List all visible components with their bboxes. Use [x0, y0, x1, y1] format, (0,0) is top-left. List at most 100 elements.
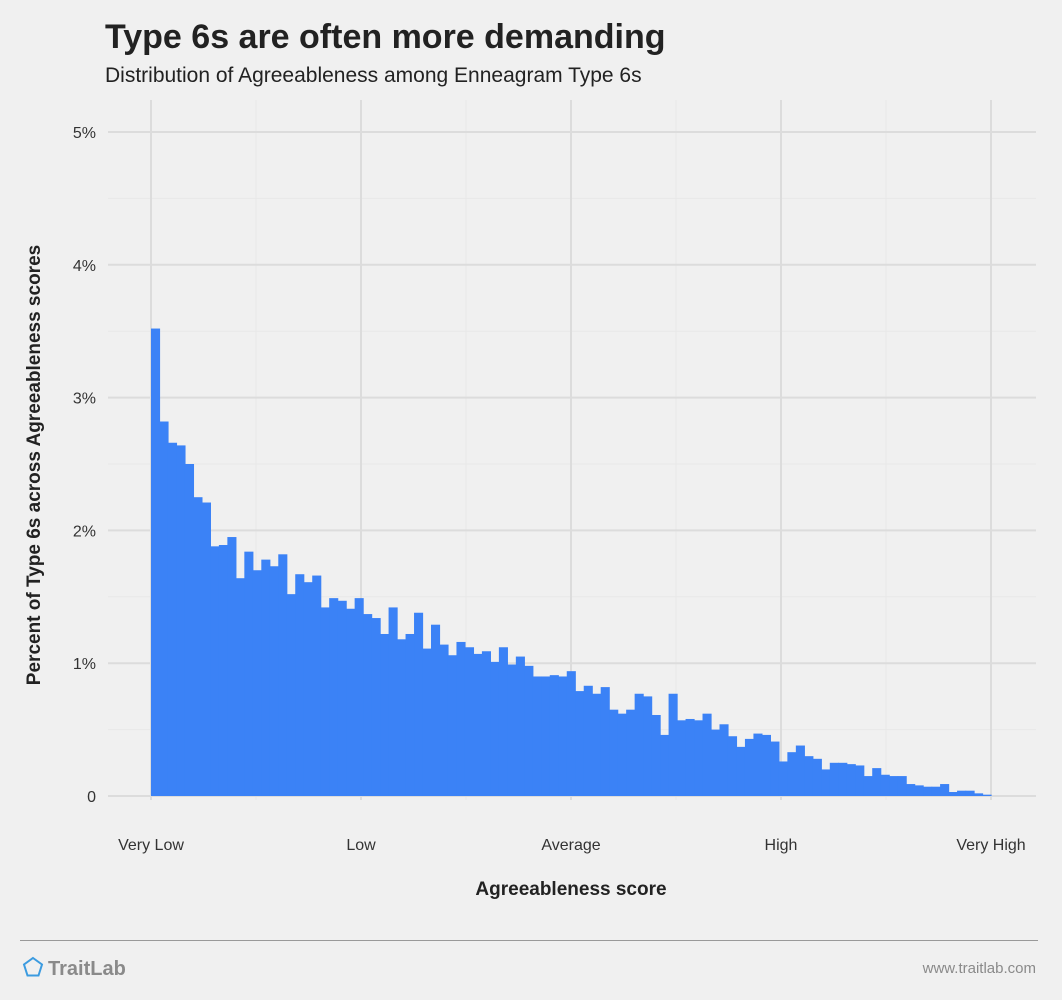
histogram-bar: [464, 647, 475, 796]
histogram-bar: [651, 714, 661, 796]
histogram-bar: [329, 598, 339, 796]
histogram-bar: [414, 612, 424, 796]
histogram-bar: [931, 786, 941, 796]
brand-logo[interactable]: TraitLab: [22, 956, 126, 983]
histogram-bar: [532, 676, 542, 796]
histogram-bar: [974, 793, 984, 796]
histogram-bar: [761, 734, 771, 796]
histogram-bar: [371, 618, 381, 796]
histogram-bar: [829, 762, 839, 796]
histogram-bar: [151, 328, 161, 796]
histogram-bar: [906, 784, 916, 796]
histogram-bar: [397, 639, 407, 796]
histogram-bar: [609, 709, 619, 796]
y-tick-label: 3%: [73, 391, 96, 408]
histogram-bar: [159, 421, 169, 796]
histogram-bar: [167, 442, 178, 796]
histogram-bar: [346, 608, 356, 796]
histogram-bar: [660, 734, 670, 796]
histogram-bar: [184, 464, 195, 796]
histogram-bar: [821, 769, 831, 796]
histogram-bar: [235, 578, 245, 796]
histogram-bar: [634, 693, 644, 796]
histogram-bar: [694, 720, 704, 796]
histogram-bar: [218, 545, 228, 796]
histogram-bar: [880, 774, 890, 796]
x-tick-label: Very Low: [118, 837, 184, 854]
histogram-bar: [490, 661, 500, 796]
y-tick-label: 5%: [73, 125, 96, 142]
histogram-bar: [787, 752, 797, 796]
histogram-bar: [795, 745, 805, 796]
x-tick-label: High: [765, 837, 798, 854]
histogram-bar: [583, 685, 593, 796]
site-url-link[interactable]: www.traitlab.com: [922, 960, 1036, 977]
histogram-bar: [337, 600, 347, 796]
histogram-bar: [965, 790, 975, 796]
histogram-bar: [566, 671, 576, 796]
histogram-bar: [278, 554, 288, 796]
histogram-bar: [481, 651, 491, 796]
histogram-bar: [456, 641, 466, 796]
histogram-bar: [575, 691, 585, 796]
histogram-bar: [320, 607, 330, 796]
histogram-bar: [227, 537, 237, 796]
histogram-bar: [914, 785, 924, 796]
histogram-bar: [286, 594, 296, 796]
x-axis-label: Agreeableness score: [475, 879, 666, 900]
histogram-bar: [643, 696, 653, 796]
x-tick-label: Average: [541, 837, 600, 854]
histogram-bar: [405, 633, 415, 796]
histogram-bar: [244, 551, 254, 796]
histogram-bar: [872, 768, 882, 796]
histogram-bar: [515, 656, 525, 796]
histogram-bar: [380, 633, 390, 796]
x-tick-label: Low: [346, 837, 376, 854]
histogram-bar: [558, 676, 568, 796]
histogram-chart: 0 1% 2% 3% 4% 5% Very Low Low Average High Very Hi…: [24, 100, 1036, 900]
histogram-bar: [252, 570, 262, 796]
histogram-bar: [804, 756, 814, 796]
histogram-bar: [677, 720, 687, 796]
histogram-bar: [193, 497, 203, 796]
histogram-bar: [295, 574, 305, 796]
histogram-bar: [312, 575, 322, 796]
histogram-bar: [210, 546, 220, 796]
y-tick-label: 4%: [73, 258, 96, 275]
histogram-bar: [719, 724, 729, 796]
histogram-bar: [863, 776, 873, 796]
y-axis-label: Percent of Type 6s across Agreeableness …: [24, 245, 45, 685]
histogram-bar: [363, 614, 373, 796]
bars-layer: [151, 328, 992, 796]
histogram-bar: [812, 758, 822, 796]
chart-title: Type 6s are often more demanding: [105, 18, 666, 56]
y-tick-label: 0: [87, 789, 96, 806]
histogram-bar: [753, 733, 763, 796]
histogram-bar: [838, 762, 848, 796]
histogram-bar: [940, 784, 950, 796]
histogram-bar: [592, 693, 602, 796]
histogram-bar: [354, 598, 364, 796]
histogram-bar: [498, 647, 508, 796]
histogram-bar: [176, 445, 186, 796]
axis-layer: 0 1% 2% 3% 4% 5% Very Low Low Average High Very Hi…: [73, 125, 1026, 854]
histogram-bar: [778, 761, 788, 796]
y-tick-label: 2%: [73, 523, 96, 540]
histogram-bar: [727, 736, 738, 796]
histogram-bar: [388, 607, 398, 796]
histogram-bar: [889, 776, 899, 796]
histogram-bar: [549, 675, 559, 796]
histogram-bar: [982, 794, 992, 796]
histogram-bar: [744, 738, 755, 796]
y-tick-label: 1%: [73, 656, 96, 673]
histogram-bar: [846, 764, 856, 796]
histogram-bar: [617, 713, 627, 796]
histogram-bar: [439, 644, 449, 796]
histogram-bar: [269, 566, 279, 796]
footer-divider: [20, 940, 1038, 941]
histogram-bar: [524, 665, 534, 796]
histogram-bar: [685, 718, 695, 796]
histogram-bar: [447, 655, 458, 796]
histogram-bar: [770, 741, 780, 796]
histogram-bar: [600, 687, 610, 796]
